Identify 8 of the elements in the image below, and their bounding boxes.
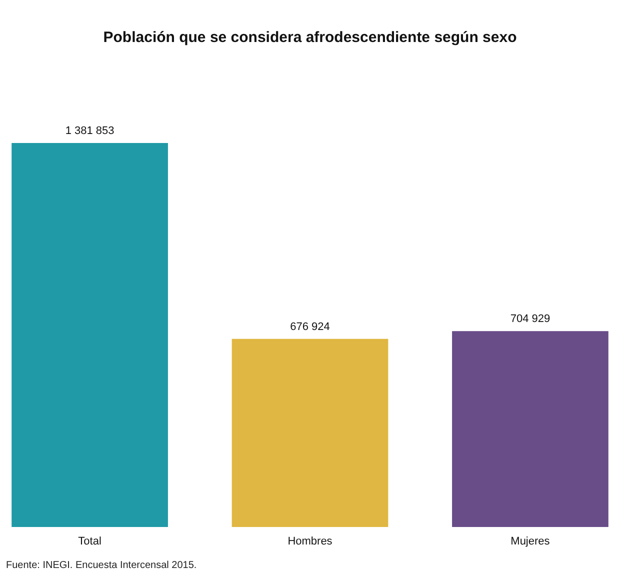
x-tick-label: Hombres xyxy=(288,536,333,548)
x-tick-label: Mujeres xyxy=(510,536,550,548)
x-tick-label: Total xyxy=(78,536,102,548)
chart-title: Población que se considera afrodescendiente según sexo xyxy=(103,29,517,46)
data-label: 1 381 853 xyxy=(65,125,114,137)
data-label: 704 929 xyxy=(510,313,550,326)
data-label: 676 924 xyxy=(290,320,330,333)
source-note: Fuente: INEGI. Encuesta Intercensal 2015. xyxy=(6,560,197,571)
